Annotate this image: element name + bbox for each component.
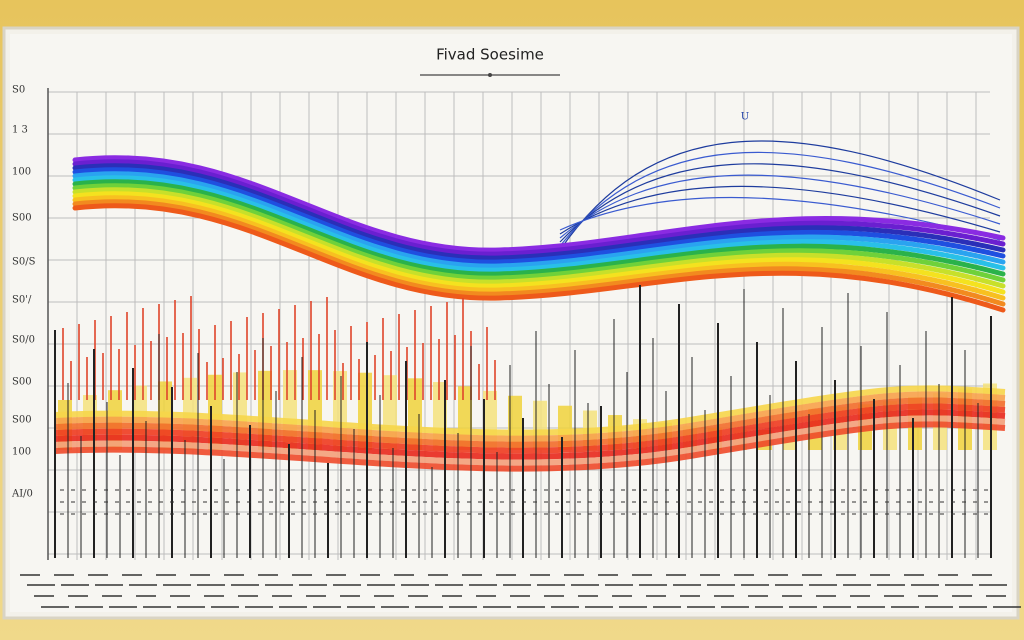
lower-band (54, 391, 1006, 442)
rainbow-band (72, 159, 1006, 257)
thin-line (559, 196, 1001, 241)
rainbow-band (72, 175, 1006, 273)
rainbow-band (72, 195, 1006, 301)
lower-band (54, 415, 1006, 466)
rainbow-band (72, 167, 1006, 265)
ticks-layer (54, 285, 992, 558)
board-surface (10, 34, 1012, 612)
thin-line (559, 163, 1001, 243)
rainbow-band (72, 183, 1006, 283)
y-label: S00 (12, 415, 32, 426)
thin-line (559, 185, 1001, 235)
lower-band (54, 421, 1006, 472)
y-label: S0/S (12, 257, 36, 268)
y-label: S00 (12, 377, 32, 388)
y-label: 1 3 (12, 125, 28, 136)
marker-label: U (741, 112, 749, 123)
lower-band (54, 409, 1006, 460)
y-label: 100 (12, 447, 31, 458)
rainbow-band (72, 187, 1006, 289)
chart-title: Fivad Soesime (436, 46, 544, 64)
y-label: 100 (12, 167, 31, 178)
y-label: S00 (12, 213, 32, 224)
rainbow-band (72, 199, 1006, 307)
y-label: AI/0 (11, 489, 33, 500)
rainbow-band (72, 155, 1006, 253)
thin-line (559, 151, 1001, 247)
footer-dashes (20, 574, 1021, 608)
lower-band (54, 403, 1006, 454)
y-label: S0 (12, 85, 25, 96)
rainbow-band (72, 191, 1006, 295)
waves-layer (54, 140, 1006, 472)
rainbow-band (72, 179, 1006, 277)
lower-band (54, 385, 1006, 436)
lower-band (54, 397, 1006, 448)
rainbow-band (72, 171, 1006, 269)
rainbow-band (72, 163, 1006, 261)
rainbow-band (72, 203, 1006, 313)
thin-line (559, 174, 1001, 239)
underline-dot (488, 73, 492, 77)
thin-line (559, 140, 1001, 251)
y-label: S0/0 (12, 335, 35, 346)
y-label: S0'/ (12, 295, 32, 306)
